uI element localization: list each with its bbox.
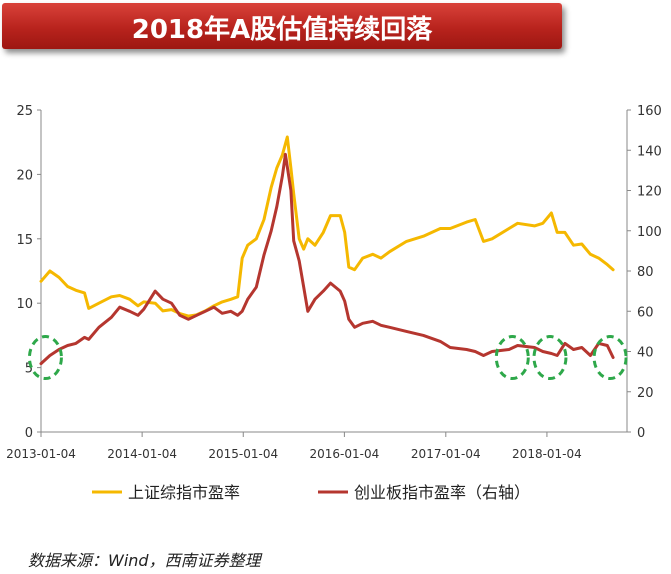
y-right-tick-label: 40 [637,346,654,361]
x-tick-label: 2014-01-04 [107,447,177,461]
source-note: 数据来源：Wind，西南证券整理 [28,551,261,570]
series-line-shanghai-pe [39,135,615,318]
pe-ratio-line-chart: 0 5 10 15 20 25 0 20 40 60 80 100 120 140 160 2013-01-0… [6,104,662,502]
legend-label-shanghai: 上证综指市盈率 [128,483,240,502]
highlight-circle [592,335,628,381]
x-tick-label: 2013-01-04 [6,447,76,461]
y-right-tick-label: 80 [637,265,654,280]
x-tick-label: 2018-01-04 [512,447,582,461]
y-right-tick-label: 160 [637,104,662,119]
x-tick-label: 2015-01-04 [208,447,278,461]
y-left-tick-label: 0 [25,426,33,441]
legend-label-chinext: 创业板指市盈率（右轴） [354,483,530,502]
y-left-tick-label: 20 [16,168,33,183]
highlight-circle [27,335,63,381]
series-line-chinext-pe [39,152,615,366]
y-left-tick-label: 5 [25,362,33,377]
y-right-tick-label: 0 [637,426,645,441]
page-title: 2018年A股估值持续回落 [131,15,433,45]
y-right-tick-label: 100 [637,225,662,240]
x-tick-label: 2017-01-04 [411,447,481,461]
title-banner: 2018年A股估值持续回落 [2,3,562,49]
y-right-tick-label: 140 [637,144,662,159]
y-right-tick-label: 120 [637,185,662,200]
y-left-tick-label: 25 [16,104,33,119]
x-tick-label: 2016-01-04 [310,447,380,461]
y-left-tick-label: 15 [16,233,33,248]
y-left-tick-label: 10 [16,297,33,312]
highlight-circle [532,335,568,381]
highlight-circle [494,335,530,381]
y-right-tick-label: 20 [637,386,654,401]
y-right-tick-label: 60 [637,305,654,320]
